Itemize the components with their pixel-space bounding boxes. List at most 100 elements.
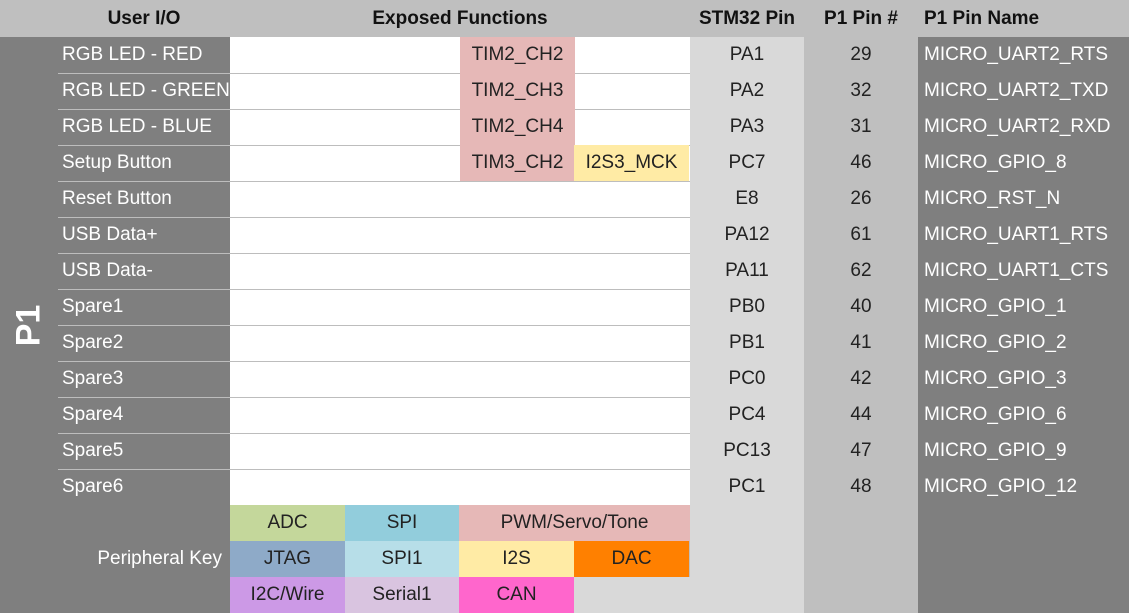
exposed-function: TIM3_CH2 — [460, 145, 575, 181]
key-item: SPI1 — [345, 541, 459, 577]
p1-pin-number: 42 — [850, 368, 872, 389]
key-blank-fill-2 — [574, 577, 690, 613]
p1-pin-number: 32 — [850, 80, 872, 101]
row-divider — [58, 433, 690, 434]
pin-name-blank-fill — [918, 505, 1129, 613]
p1-pin-name: MICRO_UART2_RXD — [918, 109, 1129, 145]
user-io-label: Spare3 — [58, 361, 230, 397]
stm32-pin: PB1 — [690, 325, 804, 361]
p1-pin-number: 26 — [850, 188, 872, 209]
exposed-functions-cell — [230, 181, 690, 217]
exposed-functions-cell — [230, 397, 690, 433]
exposed-functions-cell — [230, 469, 690, 505]
stm32-pin: PC0 — [690, 361, 804, 397]
key-item: DAC — [574, 541, 689, 577]
group-label-cell: P1 — [0, 37, 58, 613]
p1-pin-name: MICRO_GPIO_9 — [918, 433, 1129, 469]
p1-pin-number: 41 — [850, 332, 872, 353]
user-io-label: USB Data+ — [58, 217, 230, 253]
key-item: JTAG — [230, 541, 345, 577]
stm32-pin: PC13 — [690, 433, 804, 469]
p1-pin-name: MICRO_UART1_RTS — [918, 217, 1129, 253]
row-divider — [58, 73, 690, 74]
p1-pin-name: MICRO_RST_N — [918, 181, 1129, 217]
key-item: PWM/Servo/Tone — [459, 505, 690, 541]
exposed-functions-cell — [230, 433, 690, 469]
row-divider — [58, 361, 690, 362]
row-divider — [58, 145, 690, 146]
p1-pin-number: 61 — [850, 224, 872, 245]
user-io-label: Spare2 — [58, 325, 230, 361]
exposed-functions-cell — [230, 325, 690, 361]
user-io-label: Spare1 — [58, 289, 230, 325]
row-divider — [58, 289, 690, 290]
p1-pin-number: 62 — [850, 260, 872, 281]
exposed-functions-cell — [230, 289, 690, 325]
exposed-function: I2S3_MCK — [574, 145, 689, 181]
exposed-function: TIM2_CH3 — [460, 73, 575, 109]
user-io-label: Spare6 — [58, 469, 230, 505]
stm32-pin: E8 — [690, 181, 804, 217]
row-divider — [58, 181, 690, 182]
header-stm32-pin: STM32 Pin — [698, 7, 796, 29]
peripheral-key-label: Peripheral Key — [58, 505, 230, 613]
p1-pin-name: MICRO_UART2_TXD — [918, 73, 1129, 109]
header-p1-pin-number: P1 Pin # — [824, 7, 898, 29]
header-user-io: User I/O — [107, 7, 181, 29]
exposed-functions-cell — [230, 361, 690, 397]
key-item: SPI — [345, 505, 459, 541]
exposed-functions-cell — [230, 253, 690, 289]
p1-pin-name: MICRO_UART2_RTS — [918, 37, 1129, 73]
header-exposed-functions: Exposed Functions — [372, 7, 548, 29]
exposed-functions-cell — [230, 217, 690, 253]
header-p1-pin-name: P1 Pin Name — [924, 7, 1040, 29]
stm32-pin: PC1 — [690, 469, 804, 505]
p1-pin-number: 48 — [850, 476, 872, 497]
user-io-label: RGB LED - RED — [58, 37, 230, 73]
stm32-pin: PA11 — [690, 253, 804, 289]
exposed-function: TIM2_CH4 — [460, 109, 575, 145]
stm32-pin: PA12 — [690, 217, 804, 253]
user-io-label: Reset Button — [58, 181, 230, 217]
stm32-pin: PC7 — [690, 145, 804, 181]
key-item: Serial1 — [345, 577, 459, 613]
p1-pin-name: MICRO_GPIO_3 — [918, 361, 1129, 397]
row-divider — [58, 109, 690, 110]
p1-pin-name: MICRO_GPIO_2 — [918, 325, 1129, 361]
stm32-pin: PB0 — [690, 289, 804, 325]
p1-pin-name: MICRO_UART1_CTS — [918, 253, 1129, 289]
row-divider — [58, 217, 690, 218]
row-divider — [58, 253, 690, 254]
p1-pin-number: 47 — [850, 440, 872, 461]
key-item: CAN — [459, 577, 574, 613]
p1-pin-name: MICRO_GPIO_1 — [918, 289, 1129, 325]
stm32-pin: PA2 — [690, 73, 804, 109]
p1-pin-number: 29 — [850, 44, 872, 65]
key-blank-fill — [690, 505, 804, 613]
p1-pin-name: MICRO_GPIO_6 — [918, 397, 1129, 433]
stm32-pin: PC4 — [690, 397, 804, 433]
stm32-pin: PA1 — [690, 37, 804, 73]
row-divider — [58, 469, 690, 470]
p1-pin-number: 31 — [850, 116, 872, 137]
group-label-p1: P1 — [9, 304, 48, 346]
key-item: I2S — [459, 541, 574, 577]
row-divider — [58, 325, 690, 326]
user-io-label: USB Data- — [58, 253, 230, 289]
user-io-label: Setup Button — [58, 145, 230, 181]
row-divider — [58, 397, 690, 398]
user-io-label: RGB LED - GREEN — [58, 73, 230, 109]
user-io-label: Spare4 — [58, 397, 230, 433]
p1-pin-number: 44 — [850, 404, 872, 425]
key-item: I2C/Wire — [230, 577, 345, 613]
p1-pin-name: MICRO_GPIO_12 — [918, 469, 1129, 505]
p1-pin-name: MICRO_GPIO_8 — [918, 145, 1129, 181]
p1-pin-number: 40 — [850, 296, 872, 317]
stm32-pin: PA3 — [690, 109, 804, 145]
user-io-label: Spare5 — [58, 433, 230, 469]
exposed-function: TIM2_CH2 — [460, 37, 575, 73]
key-item: ADC — [230, 505, 345, 541]
user-io-label: RGB LED - BLUE — [58, 109, 230, 145]
p1-pin-number: 46 — [850, 152, 872, 173]
